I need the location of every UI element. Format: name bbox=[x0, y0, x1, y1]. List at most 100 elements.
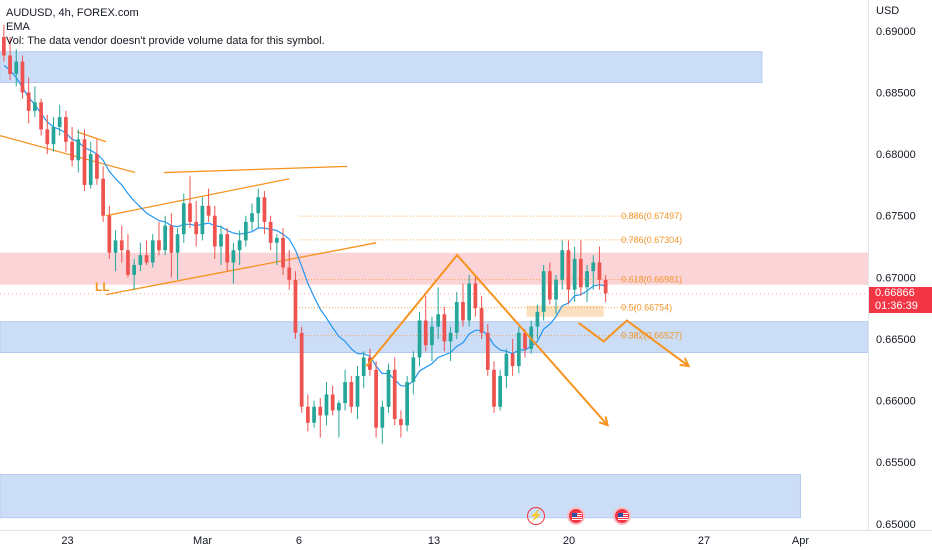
trendlines-layer bbox=[0, 131, 377, 296]
candle-body bbox=[107, 215, 112, 253]
trendline bbox=[76, 131, 107, 143]
candle-body bbox=[399, 419, 403, 426]
candle-body bbox=[231, 250, 236, 263]
candle-body bbox=[324, 394, 329, 416]
current-price-tag: 0.66866 01:36:39 bbox=[869, 286, 932, 313]
candle-body bbox=[479, 308, 484, 333]
time-tick-label: 23 bbox=[61, 535, 73, 547]
price-tick-label: 0.69000 bbox=[876, 26, 916, 38]
projection-arrowhead bbox=[679, 357, 691, 368]
candle-body bbox=[516, 332, 521, 367]
candle-body bbox=[57, 117, 62, 127]
candle-body bbox=[212, 215, 217, 247]
candle-body bbox=[206, 205, 211, 216]
price-axis-divider bbox=[868, 0, 869, 530]
symbol-title[interactable]: AUDUSD, 4h, FOREX.com bbox=[6, 7, 139, 19]
fib-level-label: 0.618(0.66981) bbox=[621, 275, 682, 285]
candle-body bbox=[262, 197, 267, 222]
candle-body bbox=[33, 102, 37, 111]
price-tick-label: 0.68000 bbox=[876, 149, 916, 161]
pivot-label-ll: LL bbox=[95, 280, 110, 294]
candle-body bbox=[554, 279, 558, 300]
candle-body bbox=[293, 279, 298, 333]
fib-level-label: 0.382(0.66527) bbox=[621, 331, 682, 341]
trendline bbox=[163, 165, 348, 174]
current-price-value: 0.66866 bbox=[875, 286, 915, 299]
ema-line bbox=[3, 64, 606, 387]
fib-level-label: 0.786(0.67304) bbox=[621, 235, 682, 245]
ema-layer bbox=[3, 64, 606, 387]
demand-zone bbox=[0, 321, 869, 354]
price-tick-label: 0.67500 bbox=[876, 211, 916, 223]
time-tick-label: 13 bbox=[428, 535, 440, 547]
candle-body bbox=[225, 234, 230, 263]
candle-body bbox=[70, 141, 74, 161]
price-tick-label: 0.68500 bbox=[876, 87, 916, 99]
candle-body bbox=[26, 92, 31, 111]
fib-level-label: 0.886(0.67497) bbox=[621, 211, 682, 221]
candle-body bbox=[417, 320, 422, 358]
candle-body bbox=[88, 154, 93, 185]
candle-body bbox=[392, 369, 397, 420]
candle-body bbox=[454, 301, 459, 333]
candle-body bbox=[485, 332, 490, 370]
candle-body bbox=[175, 234, 180, 253]
price-tick-label: 0.66500 bbox=[876, 334, 916, 346]
candle-body bbox=[405, 382, 409, 426]
candle-body bbox=[163, 225, 168, 251]
candles-layer bbox=[1, 24, 608, 444]
candle-body bbox=[194, 221, 199, 235]
price-tick-label: 0.66000 bbox=[876, 396, 916, 408]
candle-body bbox=[386, 369, 391, 407]
candle-body bbox=[541, 271, 546, 312]
price-tick-label: 0.65500 bbox=[876, 457, 916, 469]
us-flag-icon[interactable] bbox=[567, 507, 585, 525]
candle-body bbox=[76, 139, 81, 161]
candle-body bbox=[436, 314, 441, 327]
candle-body bbox=[349, 382, 354, 407]
candle-body bbox=[132, 265, 137, 275]
candle-body bbox=[14, 61, 19, 74]
candle-body bbox=[597, 262, 602, 280]
candle-body bbox=[8, 55, 12, 74]
current-zone bbox=[526, 305, 604, 317]
flash-icon[interactable]: ⚡ bbox=[527, 507, 545, 525]
price-axis-ticks: 0.69000 0.68500 0.68000 0.67500 0.67000 0.665… bbox=[876, 26, 916, 531]
candle-body bbox=[150, 240, 155, 263]
candle-body bbox=[560, 250, 565, 280]
candle-body bbox=[256, 197, 261, 214]
us-flag-icon[interactable] bbox=[613, 507, 631, 525]
candle-body bbox=[101, 178, 105, 216]
time-tick-label: 6 bbox=[296, 535, 302, 547]
candle-body bbox=[219, 234, 223, 247]
candle-body bbox=[243, 221, 248, 241]
price-axis-currency[interactable]: USD bbox=[876, 5, 900, 17]
zones-layer bbox=[0, 51, 869, 519]
candle-body bbox=[274, 237, 279, 243]
candle-body bbox=[82, 139, 87, 185]
candle-body bbox=[181, 203, 186, 235]
projection-path bbox=[365, 253, 609, 426]
trendline bbox=[105, 178, 290, 217]
price-tick-label: 0.65000 bbox=[876, 519, 916, 531]
projection-arrowhead bbox=[598, 416, 609, 427]
price-tick-label: 0.67000 bbox=[876, 272, 916, 284]
candle-body bbox=[473, 283, 478, 309]
candle-body bbox=[578, 258, 583, 288]
candle-body bbox=[591, 262, 596, 272]
candle-body bbox=[343, 382, 347, 404]
candle-body bbox=[411, 357, 416, 383]
ema-indicator-label[interactable]: EMA bbox=[6, 21, 30, 33]
candle-body bbox=[448, 332, 453, 342]
candle-body bbox=[547, 271, 552, 300]
bar-countdown: 01:36:39 bbox=[875, 299, 918, 312]
candle-body bbox=[281, 237, 285, 268]
candle-body bbox=[144, 255, 149, 263]
candle-body bbox=[39, 102, 43, 130]
candle-body bbox=[126, 250, 130, 275]
candle-body bbox=[535, 311, 540, 327]
candle-body bbox=[330, 394, 335, 411]
candle-body bbox=[442, 314, 447, 342]
candle-body bbox=[268, 221, 273, 243]
